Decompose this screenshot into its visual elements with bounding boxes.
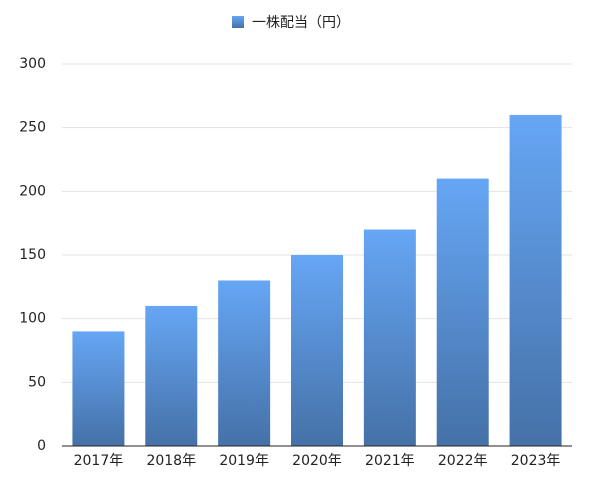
- x-tick-label: 2023年: [511, 453, 561, 469]
- bar: [291, 255, 343, 446]
- bar: [72, 331, 125, 446]
- legend-swatch: [232, 16, 244, 28]
- bar: [436, 178, 489, 446]
- x-tick-label: 2018年: [146, 453, 196, 469]
- y-tick-label: 150: [19, 247, 46, 263]
- y-tick-label: 50: [28, 374, 46, 390]
- y-tick-label: 100: [19, 311, 46, 327]
- bar: [363, 229, 416, 446]
- x-tick-label: 2021年: [365, 453, 415, 469]
- y-tick-label: 0: [37, 438, 46, 454]
- x-tick-label: 2022年: [438, 453, 488, 469]
- bar: [218, 280, 271, 446]
- legend-label: 一株配当（円）: [252, 15, 350, 31]
- bar: [145, 305, 198, 446]
- y-tick-label: 300: [19, 56, 46, 72]
- x-tick-label: 2017年: [74, 453, 124, 469]
- x-tick-label: 2020年: [292, 453, 342, 469]
- y-tick-label: 250: [19, 120, 46, 136]
- x-tick-label: 2019年: [219, 453, 269, 469]
- bar: [509, 114, 562, 446]
- y-tick-label: 200: [19, 183, 46, 199]
